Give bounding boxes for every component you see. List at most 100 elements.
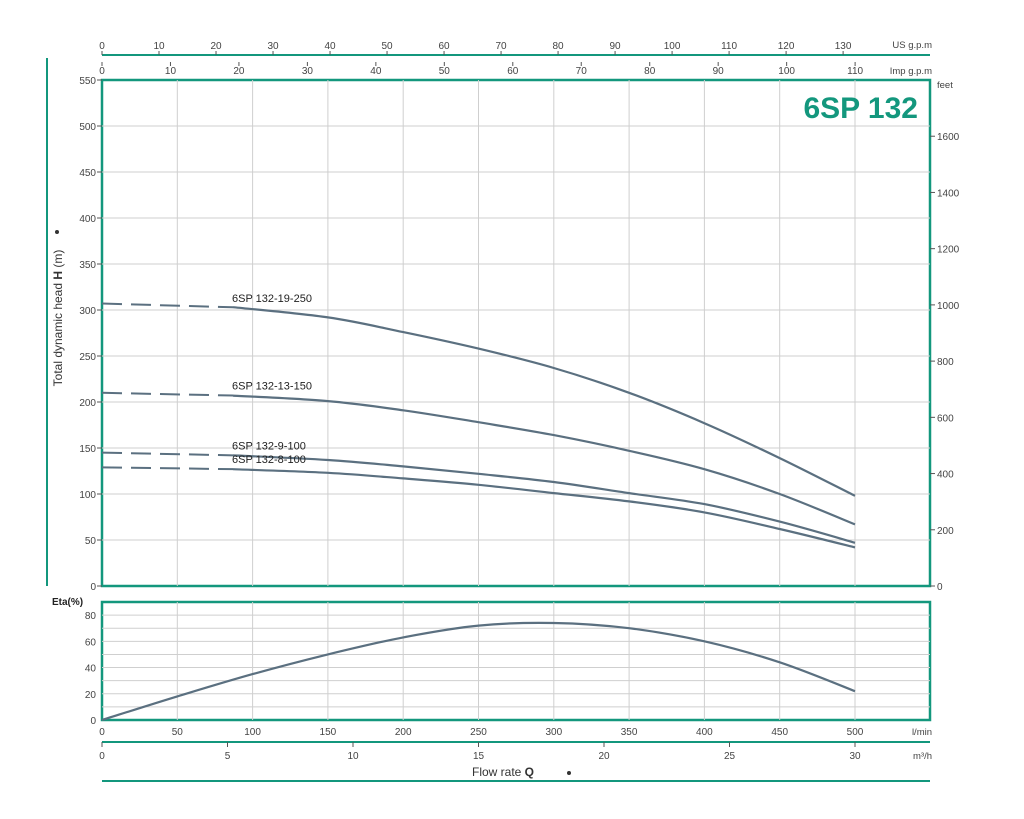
feet-tick-label: 600: [937, 413, 954, 424]
curve-6sp-132-19-250: [232, 306, 856, 497]
imp-gpm-tick-label: 0: [99, 66, 105, 77]
y-axis-title: Total dynamic head H (m): [51, 250, 65, 387]
us-gpm-tick-label: 0: [99, 41, 105, 52]
series-label-6sp-132-19-250: 6SP 132-19-250: [232, 293, 312, 305]
us-gpm-tick-label: 80: [553, 41, 565, 52]
lmin-tick-label: 500: [847, 727, 864, 738]
lmin-tick-label: 300: [545, 727, 562, 738]
x-axis-title: Flow rate Q: [472, 765, 534, 779]
lmin-tick-label: 400: [696, 727, 713, 738]
feet-tick-label: 0: [937, 582, 943, 593]
m3h-tick-label: 25: [724, 751, 736, 762]
eta-tick-label: 80: [85, 611, 97, 622]
us-gpm-tick-label: 30: [267, 41, 279, 52]
y-tick-label: 350: [79, 260, 96, 271]
x-axis-title-dot: [567, 771, 571, 775]
y-axis-title-dot: [55, 230, 59, 234]
series-label-6sp-132-9-100: 6SP 132-9-100: [232, 440, 306, 452]
y-tick-label: 550: [79, 76, 96, 87]
y-tick-label: 50: [85, 536, 97, 547]
curve-6sp-132-13-150: [232, 394, 856, 526]
y-tick-label: 100: [79, 490, 96, 501]
axes: 0501001502002503003504004505005500200400…: [46, 40, 960, 782]
y-tick-label: 450: [79, 168, 96, 179]
us-gpm-tick-label: 40: [324, 41, 336, 52]
y-tick-label: 500: [79, 122, 96, 133]
curve-dashed-6sp-132-8-100: [101, 466, 234, 471]
feet-tick-label: 1200: [937, 245, 960, 256]
lmin-tick-label: 350: [621, 727, 638, 738]
lmin-tick-label: 200: [395, 727, 412, 738]
imp-gpm-tick-label: 90: [713, 66, 725, 77]
imp-gpm-tick-label: 100: [778, 66, 795, 77]
head-chart-frame: [100, 78, 932, 588]
feet-tick-label: 800: [937, 357, 954, 368]
imp-gpm-tick-label: 50: [439, 66, 451, 77]
grid: [102, 80, 930, 720]
imp-gpm-tick-label: 40: [370, 66, 382, 77]
lmin-tick-label: 150: [320, 727, 337, 738]
lmin-tick-label: 0: [99, 727, 105, 738]
eta-tick-label: 0: [90, 716, 96, 727]
y-tick-label: 200: [79, 398, 96, 409]
us-gpm-tick-label: 110: [721, 41, 737, 52]
imp-gpm-tick-label: 80: [644, 66, 656, 77]
lmin-tick-label: 100: [244, 727, 261, 738]
curve-dashed-6sp-132-19-250: [101, 302, 234, 309]
efficiency-chart-frame: [100, 600, 932, 722]
head-curves: 6SP 132-19-250 6SP 132-13-150 6SP 132-9-10…: [101, 293, 856, 549]
us-gpm-tick-label: 120: [778, 41, 795, 52]
m3h-tick-label: 30: [849, 751, 861, 762]
us-gpm-tick-label: 20: [210, 41, 222, 52]
lmin-tick-label: 450: [771, 727, 788, 738]
y-tick-label: 300: [79, 306, 96, 317]
m3h-tick-label: 0: [99, 751, 105, 762]
m3h-tick-label: 5: [225, 751, 231, 762]
efficiency-axis-title: Eta(%): [52, 597, 83, 608]
y-tick-label: 400: [79, 214, 96, 225]
y-tick-label: 150: [79, 444, 96, 455]
eta-tick-label: 20: [85, 690, 97, 701]
eta-tick-label: 60: [85, 637, 97, 648]
y-tick-label: 0: [90, 582, 96, 593]
us-gpm-tick-label: 50: [381, 41, 393, 52]
lmin-tick-label: 50: [172, 727, 184, 738]
feet-tick-label: 400: [937, 470, 954, 481]
imp-gpm-tick-label: 20: [233, 66, 245, 77]
us-gpm-tick-label: 60: [438, 41, 450, 52]
feet-tick-label: 1600: [937, 132, 960, 143]
imp-gpm-tick-label: 10: [165, 66, 177, 77]
imp-gpm-tick-label: 30: [302, 66, 314, 77]
imp-gpm-unit-label: Imp g.p.m: [890, 66, 932, 77]
feet-tick-label: 1000: [937, 301, 960, 312]
efficiency-curve: [101, 621, 856, 722]
feet-tick-label: 1400: [937, 188, 960, 199]
m3h-tick-label: 10: [347, 751, 359, 762]
curve-6sp-132-8-100: [232, 468, 856, 549]
curve-6sp-132-9-100: [232, 454, 856, 544]
curve-dashed-6sp-132-13-150: [101, 391, 234, 397]
imp-gpm-tick-label: 110: [847, 66, 863, 77]
m3h-tick-label: 15: [473, 751, 485, 762]
eta-tick-label: 40: [85, 664, 97, 675]
curve-dashed-6sp-132-9-100: [101, 451, 234, 457]
y-tick-label: 250: [79, 352, 96, 363]
lmin-unit-label: l/min: [912, 727, 932, 738]
us-gpm-tick-label: 10: [153, 41, 165, 52]
imp-gpm-tick-label: 60: [507, 66, 519, 77]
us-gpm-tick-label: 130: [835, 41, 852, 52]
efficiency-curve-line: [101, 621, 856, 722]
lmin-tick-label: 250: [470, 727, 487, 738]
us-gpm-tick-label: 100: [664, 41, 681, 52]
chart-title: 6SP 132: [803, 92, 918, 125]
m3h-tick-label: 20: [598, 751, 610, 762]
us-gpm-unit-label: US g.p.m: [892, 40, 932, 51]
feet-tick-label: 200: [937, 526, 954, 537]
series-label-6sp-132-13-150: 6SP 132-13-150: [232, 381, 312, 393]
m3h-unit-label: m³/h: [913, 751, 932, 762]
imp-gpm-tick-label: 70: [576, 66, 588, 77]
us-gpm-tick-label: 70: [495, 41, 507, 52]
feet-unit-label: feet: [937, 80, 953, 91]
us-gpm-tick-label: 90: [610, 41, 622, 52]
